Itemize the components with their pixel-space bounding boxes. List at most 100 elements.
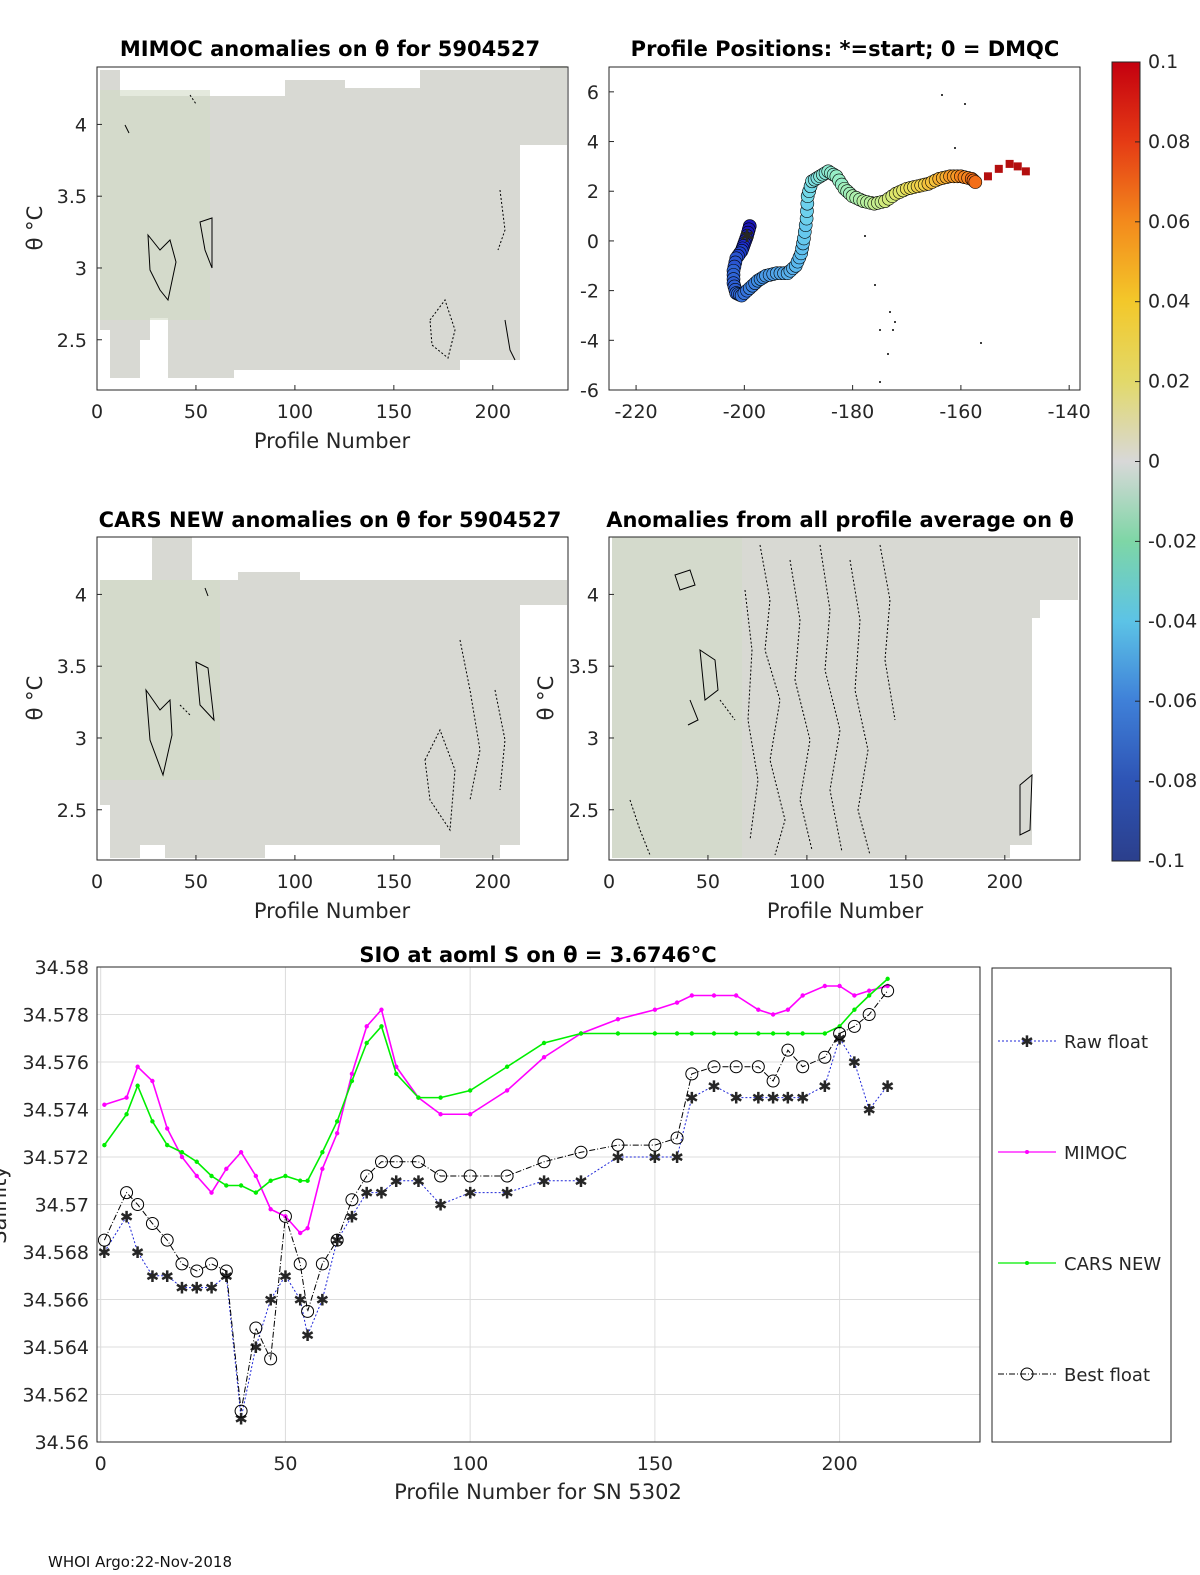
panel-mimoc: MIMOC anomalies on θ for 5904527 0 50 100 1…	[23, 37, 569, 453]
positions-ytick-label: 2	[587, 181, 599, 203]
series-point	[733, 993, 739, 998]
series-point: ✱	[648, 1148, 661, 1167]
series-point	[674, 1031, 680, 1036]
series-point: ✱	[190, 1279, 203, 1298]
series-point	[852, 1007, 857, 1012]
series-point	[416, 1095, 421, 1100]
series-point: ✱	[390, 1172, 403, 1191]
series-point	[278, 1209, 292, 1223]
series-point	[209, 1173, 214, 1179]
series-point	[833, 1027, 847, 1040]
series-point	[349, 1078, 355, 1084]
average-xtick-label: 50	[696, 871, 720, 893]
salinity-ytick-label: 34.572	[23, 1147, 89, 1169]
mimoc-ytick-label: 2.5	[57, 330, 87, 352]
series-point: ✱	[175, 1279, 188, 1298]
series-point: ✱	[833, 1029, 846, 1048]
series-point: ✱	[316, 1291, 329, 1310]
cars-y-ticks: 2.5 3 3.5 4	[57, 584, 102, 822]
series-point	[135, 1064, 140, 1069]
series-point: ✱	[375, 1184, 388, 1203]
series-point	[268, 1178, 273, 1183]
salinity-ytick-label: 34.57	[35, 1195, 89, 1217]
colorbar-tick-label: 0.08	[1148, 131, 1190, 153]
series-point: ✱	[160, 1267, 173, 1286]
series-point: ✱	[146, 1267, 159, 1286]
salinity-xtick-label: 0	[95, 1453, 107, 1475]
cars-tint	[100, 580, 220, 780]
mimoc-ylabel: θ °C	[23, 206, 47, 251]
legend-mimoc: MIMOC	[998, 1143, 1127, 1164]
average-contours	[629, 544, 896, 856]
series-point	[733, 1031, 739, 1036]
series-point	[685, 1067, 699, 1081]
series-point: ✱	[848, 1053, 861, 1072]
series-point	[131, 1198, 145, 1211]
series-point	[374, 1155, 388, 1169]
series-point	[379, 1007, 384, 1012]
series-point	[175, 1257, 189, 1271]
series-point	[360, 1169, 374, 1183]
salinity-ytick-label: 34.578	[23, 1005, 89, 1027]
series-point: ✱	[766, 1089, 779, 1108]
cars-xtick-label: 200	[475, 871, 511, 893]
series-point	[194, 1159, 199, 1164]
series-point: ✱	[537, 1172, 550, 1191]
salinity-xlabel: Profile Number for SN 5302	[394, 1480, 682, 1504]
series-point	[537, 1155, 551, 1169]
series-point: ✱	[205, 1279, 218, 1298]
series-point	[124, 1095, 129, 1100]
series-point	[852, 993, 857, 998]
series-point	[611, 1138, 625, 1152]
series-point	[394, 1071, 399, 1077]
series-best-float	[98, 984, 895, 1418]
series-point	[770, 1031, 776, 1036]
series-point: ✱	[301, 1326, 314, 1345]
panel-salinity: SIO at aoml S on θ = 3.6746°C ✱✱✱✱ ✱✱ ✱ ✱✱✱…	[0, 943, 1172, 1504]
mimoc-ytick-label: 4	[75, 114, 87, 136]
series-point	[770, 1012, 776, 1017]
series-point	[751, 1060, 765, 1074]
cars-xtick-label: 150	[376, 871, 412, 893]
average-tint	[612, 537, 742, 858]
salinity-ytick-label: 34.576	[23, 1052, 89, 1074]
series-point	[707, 1060, 721, 1074]
legend-raw-label: Raw float	[1064, 1032, 1148, 1053]
series-point	[190, 1264, 204, 1278]
series-point	[219, 1264, 233, 1278]
series-point	[866, 988, 872, 993]
series-point	[689, 1031, 695, 1036]
series-point	[209, 1190, 214, 1195]
mimoc-ytick-label: 3	[75, 258, 87, 280]
series-point	[320, 1166, 325, 1172]
legend-mimoc-label: MIMOC	[1064, 1143, 1127, 1164]
average-y-ticks: 2.5 3 3.5 4	[569, 584, 614, 822]
series-point	[781, 1043, 795, 1057]
salinity-ytick-label: 34.562	[23, 1385, 89, 1407]
series-point: ✱	[98, 1243, 111, 1262]
series-point: ✱	[707, 1077, 720, 1096]
salinity-title: SIO at aoml S on θ = 3.6746°C	[359, 943, 716, 967]
mimoc-xtick-label: 150	[376, 401, 412, 423]
series-point	[500, 1169, 514, 1183]
series-point	[463, 1169, 477, 1183]
series-point	[648, 1138, 662, 1152]
series-line	[103, 1037, 889, 1419]
series-point	[818, 1050, 832, 1064]
cars-ytick-label: 3.5	[57, 656, 87, 678]
salinity-ytick-label: 34.58	[35, 957, 89, 979]
series-point	[729, 1060, 743, 1074]
average-xtick-label: 100	[789, 871, 825, 893]
series-point	[711, 1031, 717, 1036]
salinity-ytick-label: 34.568	[23, 1242, 89, 1264]
series-point	[689, 993, 695, 998]
positions-xtick-label: -160	[939, 401, 982, 423]
series-point	[150, 1119, 155, 1124]
cars-axes	[96, 536, 569, 861]
series-point	[438, 1095, 443, 1100]
legend-raw-float: ✱ Raw float	[998, 1032, 1148, 1053]
positions-scatter-dots	[864, 94, 982, 383]
series-point	[756, 1031, 761, 1036]
positions-ytick-label: -2	[580, 281, 599, 303]
